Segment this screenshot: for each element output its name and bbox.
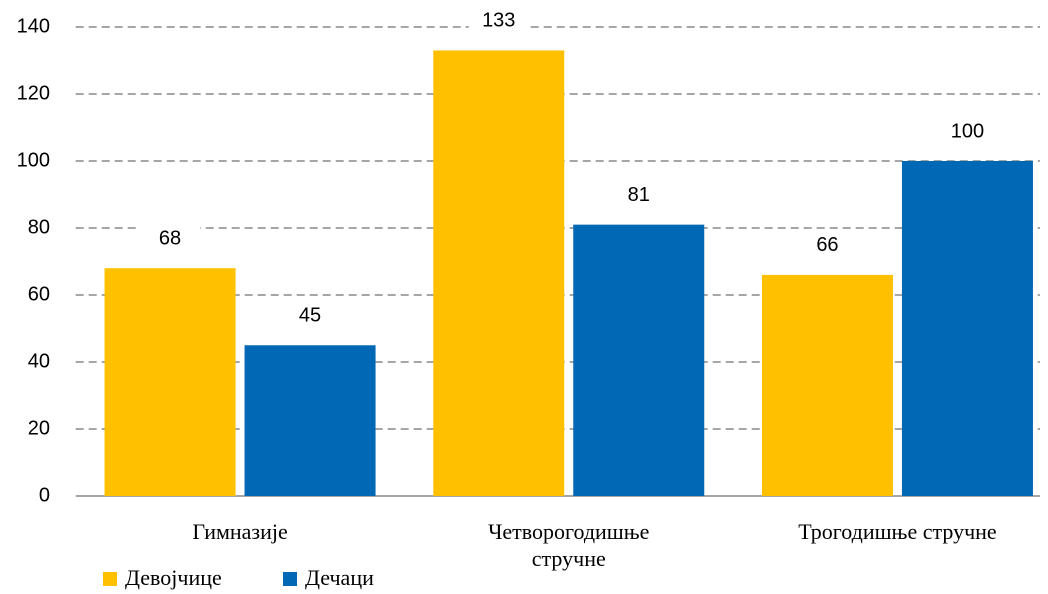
label-bg: [280, 301, 341, 330]
bar: [244, 345, 376, 496]
y-tick-label: 0: [39, 484, 50, 506]
legend-label: Девојчице: [125, 565, 222, 590]
bar: [901, 161, 1033, 496]
value-label: 133: [482, 10, 515, 32]
y-tick-label: 20: [28, 417, 50, 439]
label-bg: [608, 180, 669, 209]
bar: [433, 50, 565, 496]
label-bg: [468, 6, 529, 35]
y-tick-label: 60: [28, 283, 50, 305]
legend-label: Дечаци: [305, 565, 374, 590]
y-tick-label: 100: [17, 149, 50, 171]
legend-swatch: [103, 572, 117, 586]
bar: [104, 268, 236, 496]
y-tick-label: 80: [28, 216, 50, 238]
label-bg: [937, 117, 998, 145]
value-label: 68: [159, 227, 181, 249]
x-tick-label: Четворогодишње стручне: [488, 519, 650, 571]
bar: [761, 274, 893, 496]
label-bg: [797, 230, 858, 259]
y-tick-label: 40: [28, 350, 50, 372]
value-label: 66: [816, 234, 838, 256]
value-label: 100: [951, 120, 984, 142]
label-bg: [140, 224, 201, 253]
value-label: 81: [628, 184, 650, 206]
bar: [573, 224, 705, 496]
x-tick-label: Трогодишње стручне: [798, 519, 997, 544]
value-label: 45: [299, 305, 321, 327]
y-tick-label: 120: [17, 82, 50, 104]
legend-swatch: [283, 572, 297, 586]
x-tick-label: Гимназије: [192, 519, 288, 544]
y-tick-label: 140: [17, 15, 50, 37]
